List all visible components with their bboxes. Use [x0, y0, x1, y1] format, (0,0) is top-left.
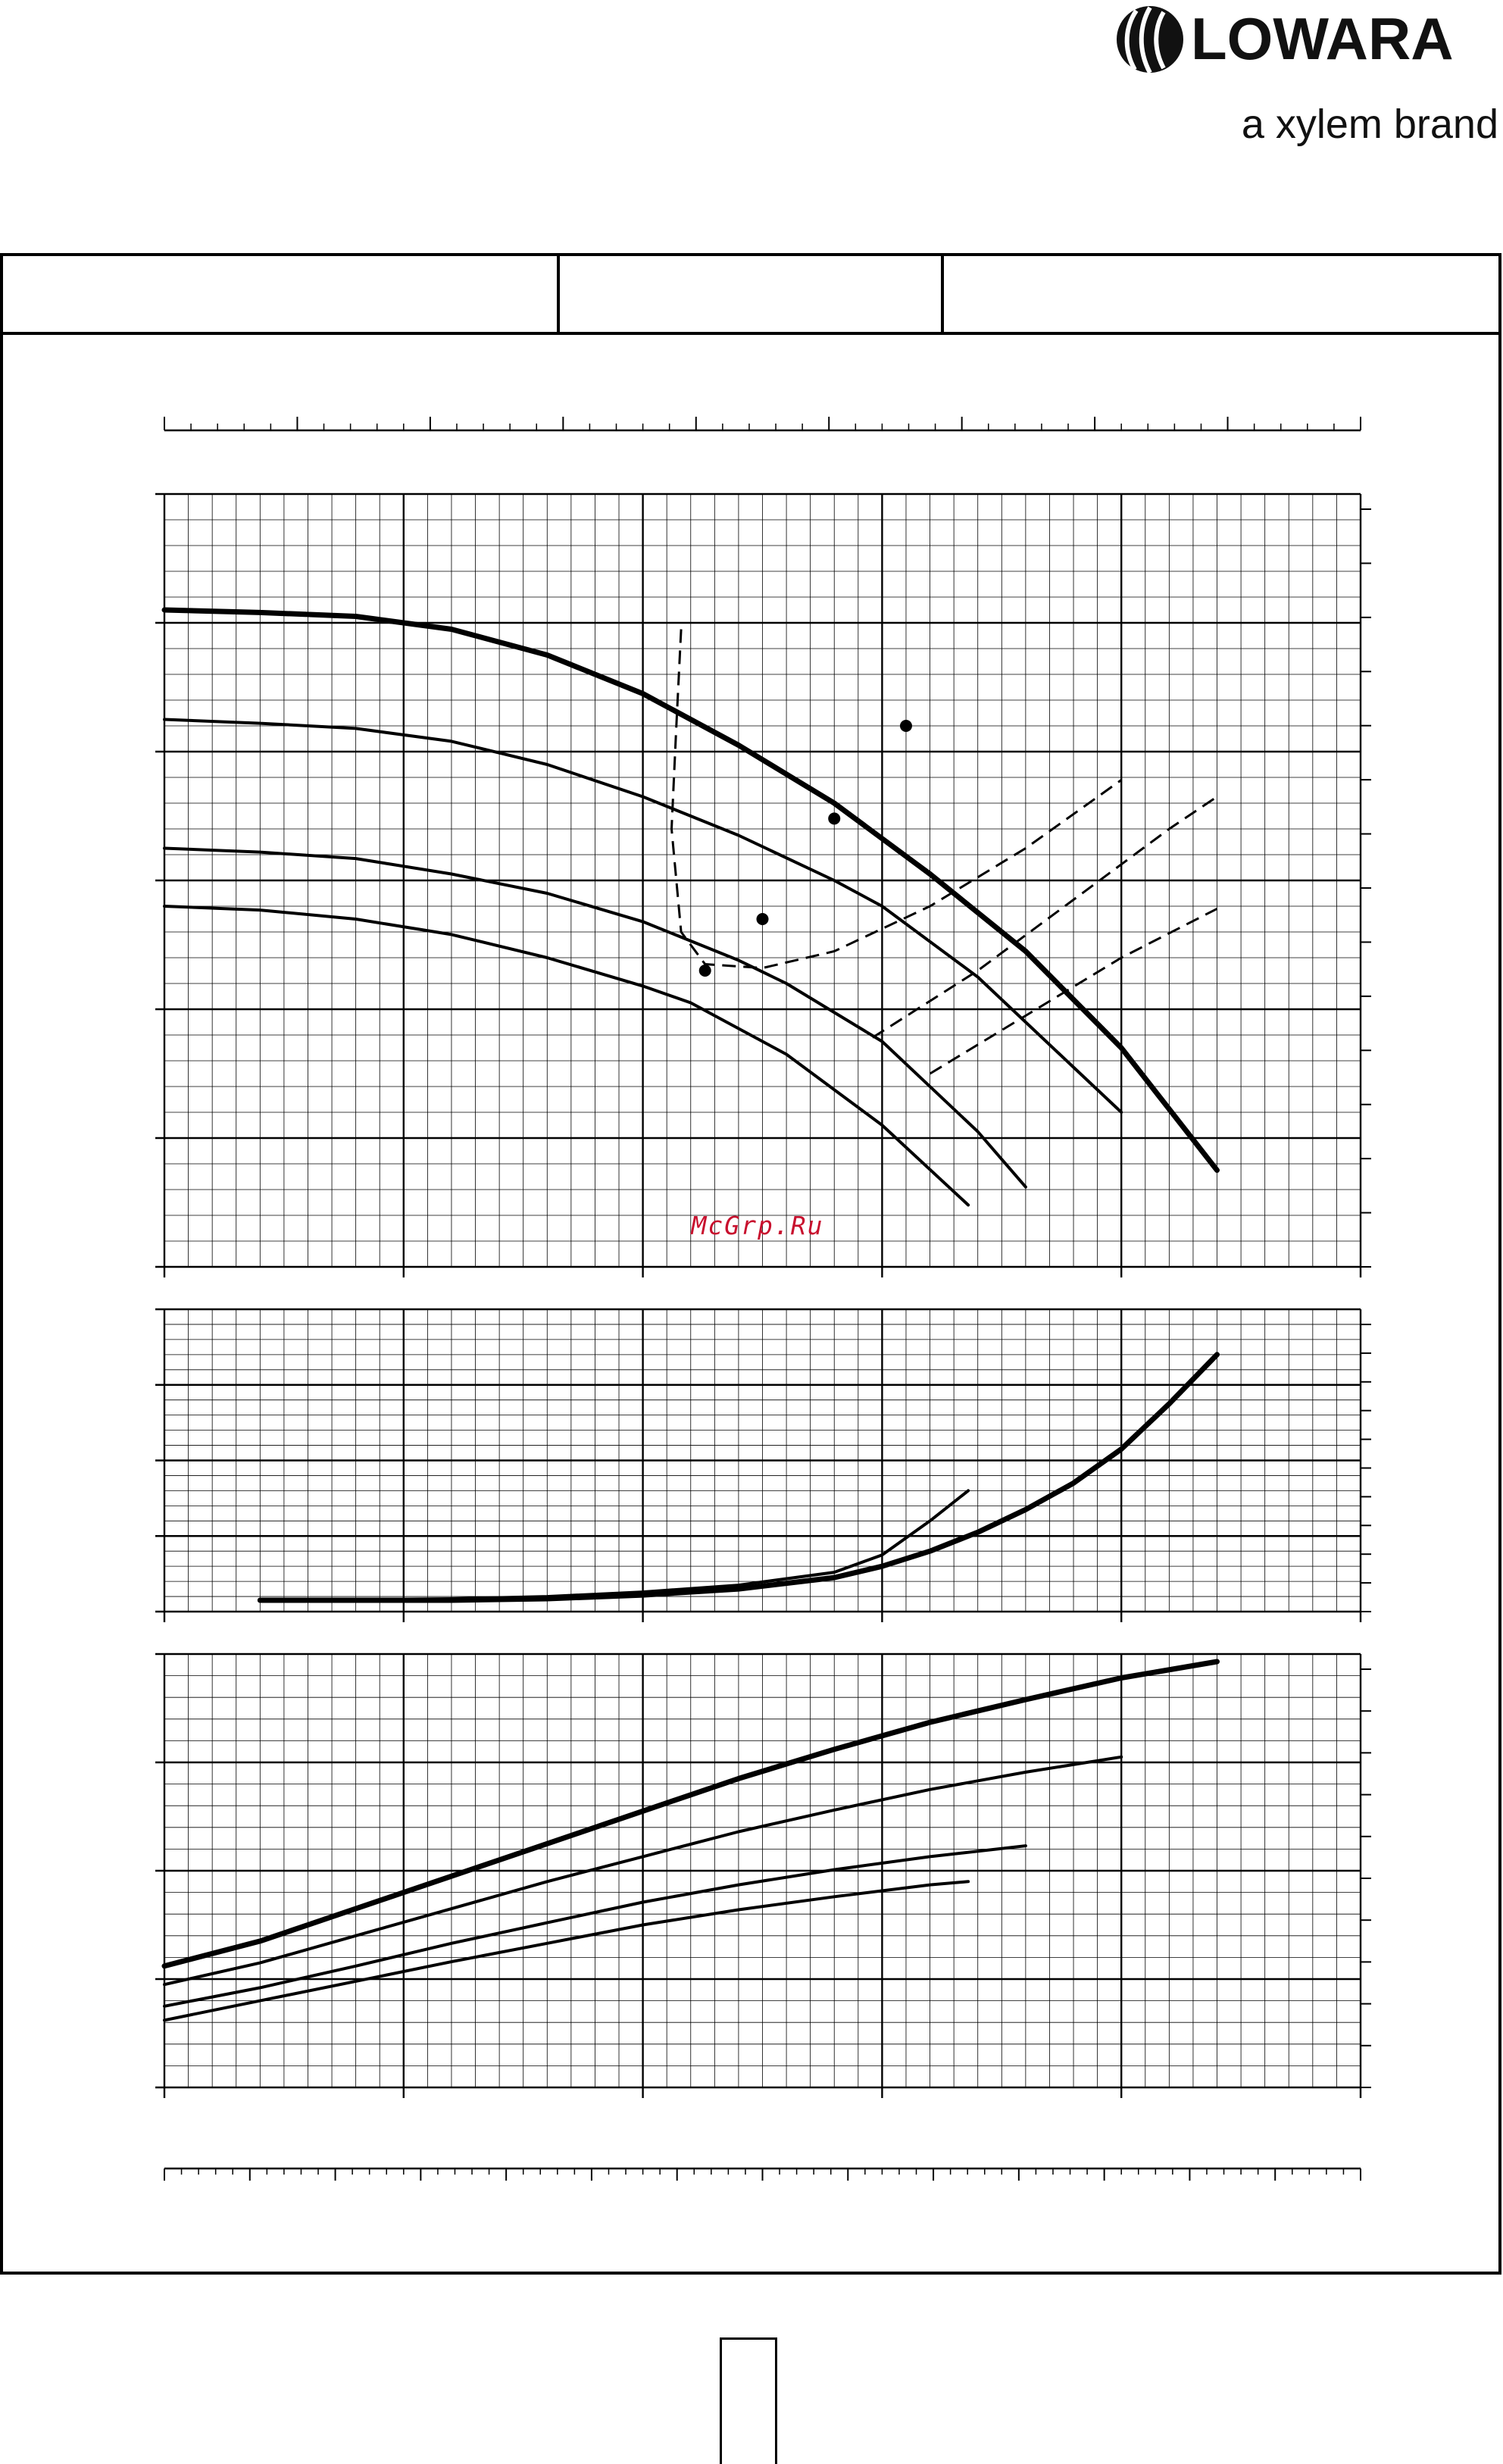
head-curve	[163, 905, 970, 1207]
operating-point	[698, 965, 711, 977]
lowara-logo: LOWARA a xylem brand	[1117, 5, 1498, 147]
chart-grid	[155, 1308, 1371, 1622]
npsh-curve	[257, 1352, 1220, 1603]
efficiency-curve	[670, 629, 1123, 970]
power-curve	[163, 1755, 1123, 1987]
operating-point	[828, 812, 841, 825]
power-curve	[161, 1659, 1220, 1969]
power-curve	[163, 1880, 970, 2022]
brand-name: LOWARA	[1191, 5, 1454, 72]
operating-point	[899, 720, 912, 732]
head-curve	[161, 607, 1220, 1173]
efficiency-curve	[929, 908, 1218, 1075]
page-number-box	[720, 2337, 777, 2464]
drop-emblem-icon	[1117, 6, 1183, 74]
chart-grid	[155, 492, 1371, 1277]
watermark: McGrp.Ru	[691, 1211, 824, 1240]
head-curve	[163, 718, 1123, 1114]
operating-point	[756, 913, 769, 925]
efficiency-curve	[871, 796, 1218, 1039]
npsh-curve	[258, 1489, 970, 1602]
sheet-frame	[0, 253, 1501, 2275]
chart-grid	[155, 1653, 1371, 2098]
power-curve	[163, 1844, 1027, 2008]
brand-tagline: a xylem brand	[1242, 102, 1498, 147]
head-curve	[163, 846, 1027, 1189]
